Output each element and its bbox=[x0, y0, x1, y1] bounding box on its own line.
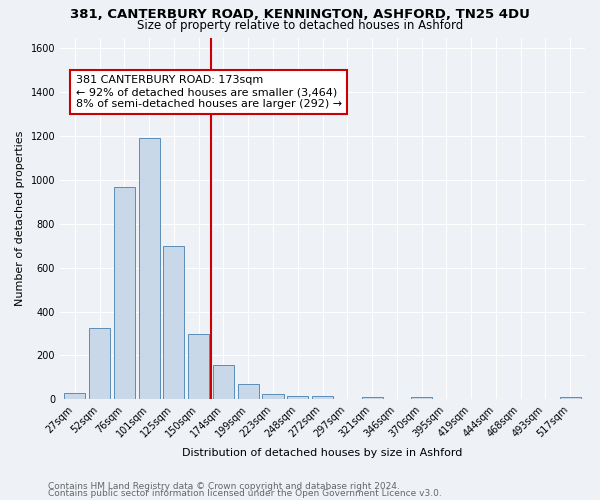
Bar bbox=[287, 396, 308, 400]
Bar bbox=[411, 396, 432, 400]
Y-axis label: Number of detached properties: Number of detached properties bbox=[15, 130, 25, 306]
Bar bbox=[163, 246, 184, 400]
X-axis label: Distribution of detached houses by size in Ashford: Distribution of detached houses by size … bbox=[182, 448, 463, 458]
Bar bbox=[312, 396, 333, 400]
Bar bbox=[560, 396, 581, 400]
Bar bbox=[238, 384, 259, 400]
Bar bbox=[139, 138, 160, 400]
Bar bbox=[262, 394, 284, 400]
Bar bbox=[188, 334, 209, 400]
Bar bbox=[89, 328, 110, 400]
Text: Size of property relative to detached houses in Ashford: Size of property relative to detached ho… bbox=[137, 18, 463, 32]
Bar bbox=[362, 397, 383, 400]
Bar bbox=[213, 366, 234, 400]
Bar bbox=[114, 186, 135, 400]
Text: 381, CANTERBURY ROAD, KENNINGTON, ASHFORD, TN25 4DU: 381, CANTERBURY ROAD, KENNINGTON, ASHFOR… bbox=[70, 8, 530, 20]
Text: Contains public sector information licensed under the Open Government Licence v3: Contains public sector information licen… bbox=[48, 489, 442, 498]
Text: 381 CANTERBURY ROAD: 173sqm
← 92% of detached houses are smaller (3,464)
8% of s: 381 CANTERBURY ROAD: 173sqm ← 92% of det… bbox=[76, 76, 342, 108]
Text: Contains HM Land Registry data © Crown copyright and database right 2024.: Contains HM Land Registry data © Crown c… bbox=[48, 482, 400, 491]
Bar bbox=[64, 392, 85, 400]
